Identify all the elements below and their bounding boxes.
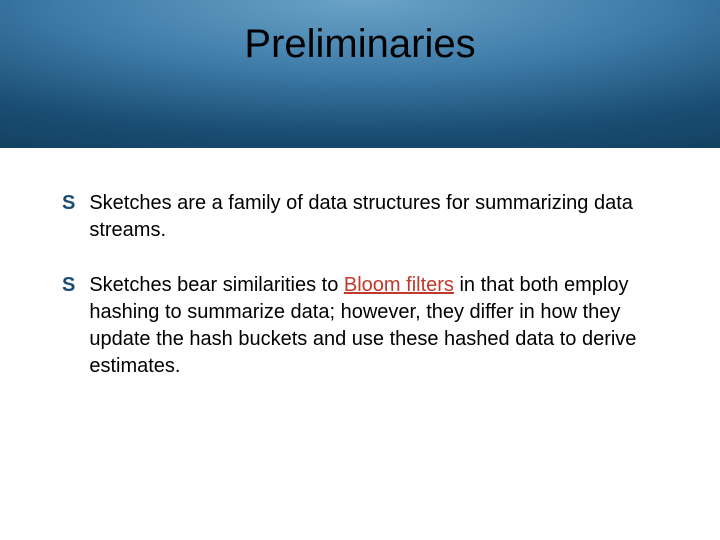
bullet-text-before: Sketches bear similarities to	[89, 274, 344, 296]
bullet-text-before: Sketches are a family of data structures…	[89, 192, 633, 241]
bullet-text: Sketches are a family of data structures…	[89, 190, 658, 244]
bloom-filters-link[interactable]: Bloom filters	[344, 274, 454, 296]
bullet-marker: S	[62, 272, 75, 299]
header-band: Preliminaries	[0, 0, 720, 148]
slide-content: S Sketches are a family of data structur…	[0, 148, 720, 380]
bullet-item: S Sketches bear similarities to Bloom fi…	[62, 272, 658, 380]
bullet-marker: S	[62, 190, 75, 217]
bullet-text: Sketches bear similarities to Bloom filt…	[89, 272, 658, 380]
bullet-item: S Sketches are a family of data structur…	[62, 190, 658, 244]
slide-title: Preliminaries	[0, 22, 720, 67]
